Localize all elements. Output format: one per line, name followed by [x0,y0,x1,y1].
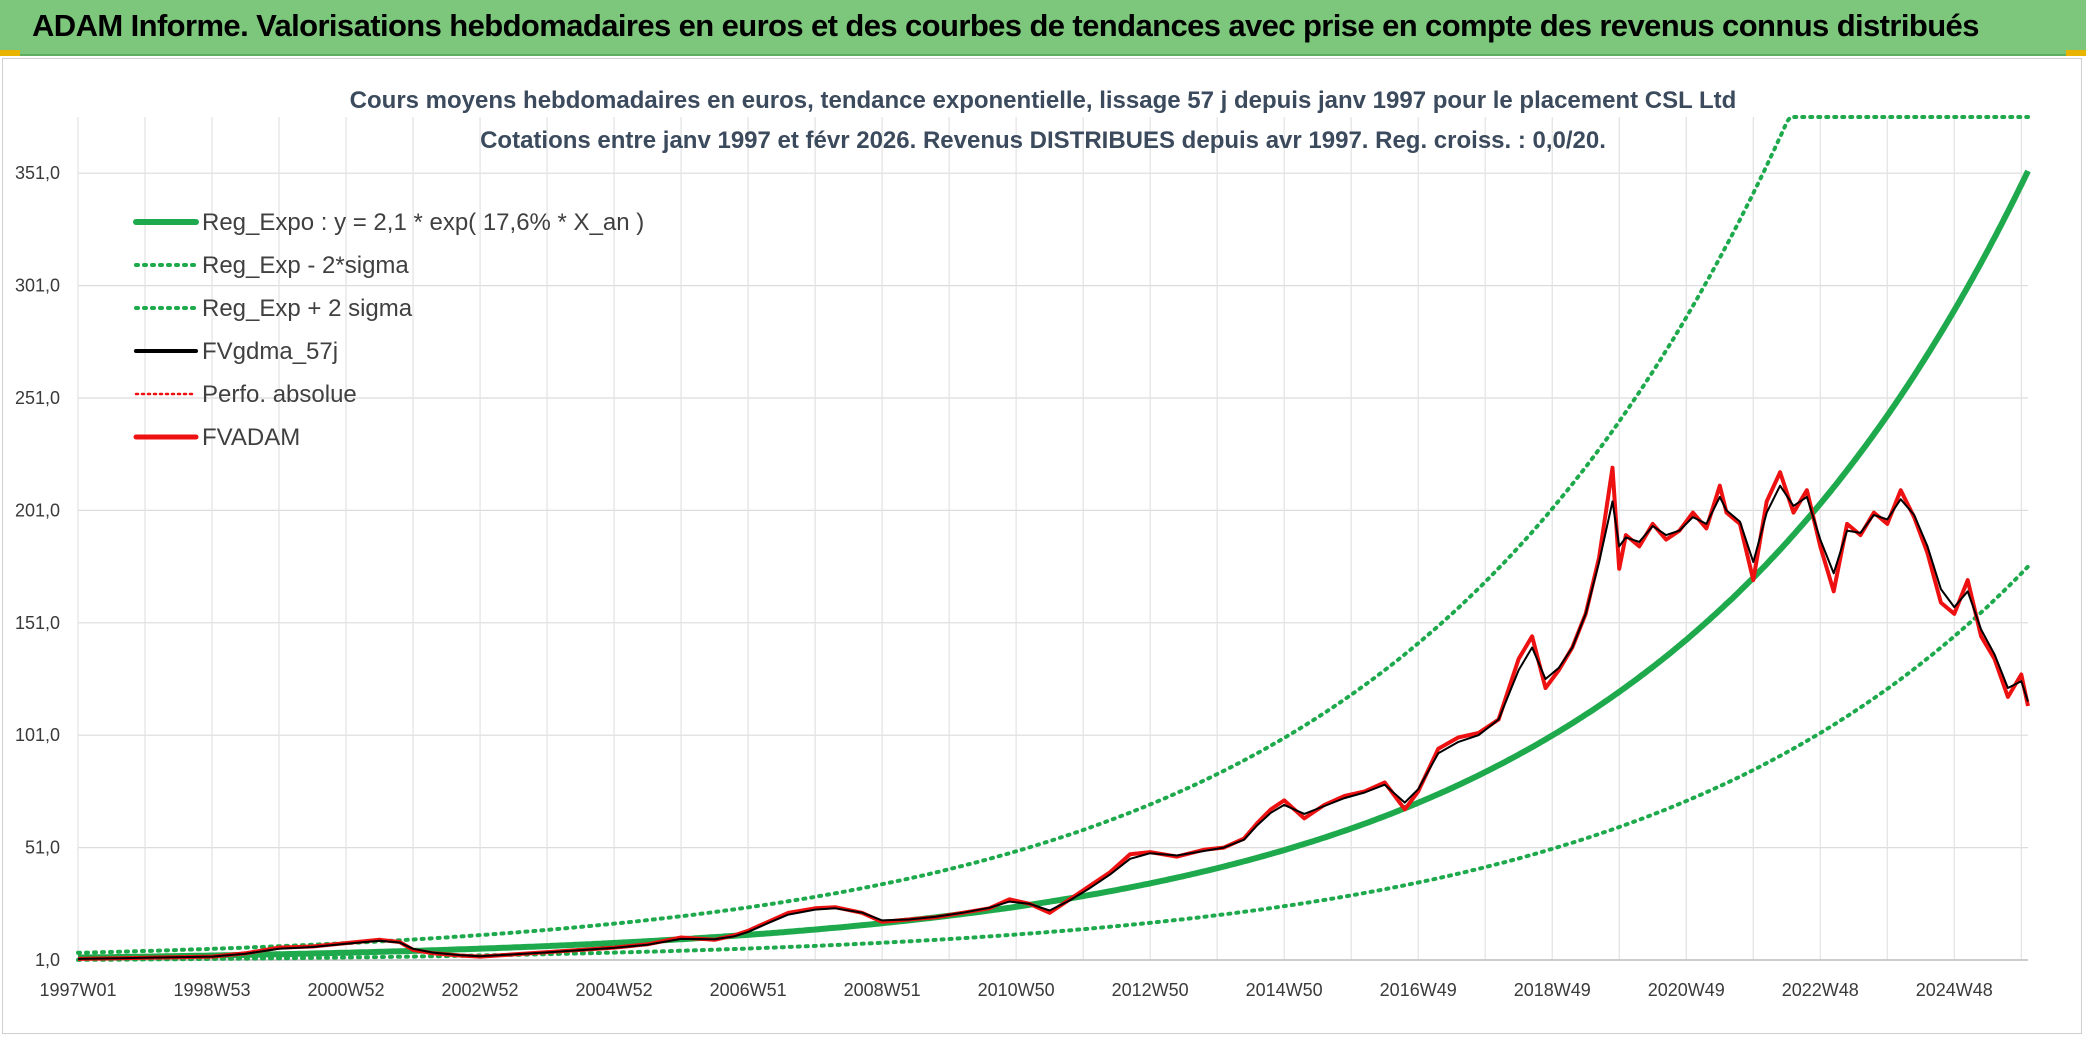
y-tick-label: 351,0 [15,163,60,183]
report-banner: ADAM Informe. Valorisations hebdomadaire… [0,0,2086,56]
chart-title-line-2: Cotations entre janv 1997 et févr 2026. … [480,127,1606,154]
x-tick-label: 1998W53 [173,980,250,1000]
legend-reg-expo-label: Reg_Expo : y = 2,1 * exp( 17,6% * X_an ) [202,209,644,236]
x-tick-label: 2008W51 [844,980,921,1000]
y-axis-ticks: 1,0 51,0 101,0 151,0 201,0 251,0 301,0 351,0 [15,163,60,970]
series-lines [76,115,2031,962]
banner-corner-left [0,50,20,56]
chart-title-line-1: Cours moyens hebdomadaires en euros, ten… [350,87,1737,114]
y-tick-label: 51,0 [25,838,60,858]
y-tick-label: 201,0 [15,500,60,520]
y-tick-label: 1,0 [35,950,60,970]
report-title: ADAM Informe. Valorisations hebdomadaire… [32,8,1979,43]
chart-frame [2,58,2082,1034]
legend-fvadam-label: FVADAM [202,424,300,451]
fvgdma-57j-line [77,484,2029,960]
y-tick-label: 251,0 [15,388,60,408]
y-tick-label: 151,0 [15,613,60,633]
legend-reg-exp-plus-label: Reg_Exp + 2 sigma [202,295,413,322]
x-tick-label: 2018W49 [1514,980,1591,1000]
y-tick-label: 301,0 [15,276,60,296]
x-tick-label: 2002W52 [442,980,519,1000]
reg-exp-plus-2-sigma-line [76,115,2030,955]
x-tick-label: 2022W48 [1782,980,1859,1000]
reg-expo-line [78,169,2031,961]
reg-exp-minus-2-sigma-line [76,564,2030,962]
legend-fvgdma-label: FVgdma_57j [202,338,338,365]
x-tick-label: 2020W49 [1648,980,1725,1000]
x-tick-label: 2016W49 [1380,980,1457,1000]
x-axis-ticks: 1997W01 1998W53 2000W52 2002W52 2004W52 2006W… [39,980,1992,1000]
legend-perfo-absolue-label: Perfo. absolue [202,381,357,408]
x-tick-label: 2024W48 [1916,980,1993,1000]
x-tick-label: 2004W52 [576,980,653,1000]
x-tick-label: 2006W51 [710,980,787,1000]
x-tick-label: 2014W50 [1246,980,1323,1000]
legend-reg-exp-minus-label: Reg_Exp - 2*sigma [202,252,409,279]
banner-corner-right [2066,50,2086,56]
y-tick-label: 101,0 [15,725,60,745]
fvadam-line [77,465,2030,961]
x-tick-label: 2010W50 [978,980,1055,1000]
legend: Reg_Expo : y = 2,1 * exp( 17,6% * X_an )… [133,209,644,451]
x-tick-label: 1997W01 [39,980,116,1000]
x-tick-label: 2000W52 [308,980,385,1000]
x-tick-label: 2012W50 [1112,980,1189,1000]
gridlines [77,117,2028,961]
